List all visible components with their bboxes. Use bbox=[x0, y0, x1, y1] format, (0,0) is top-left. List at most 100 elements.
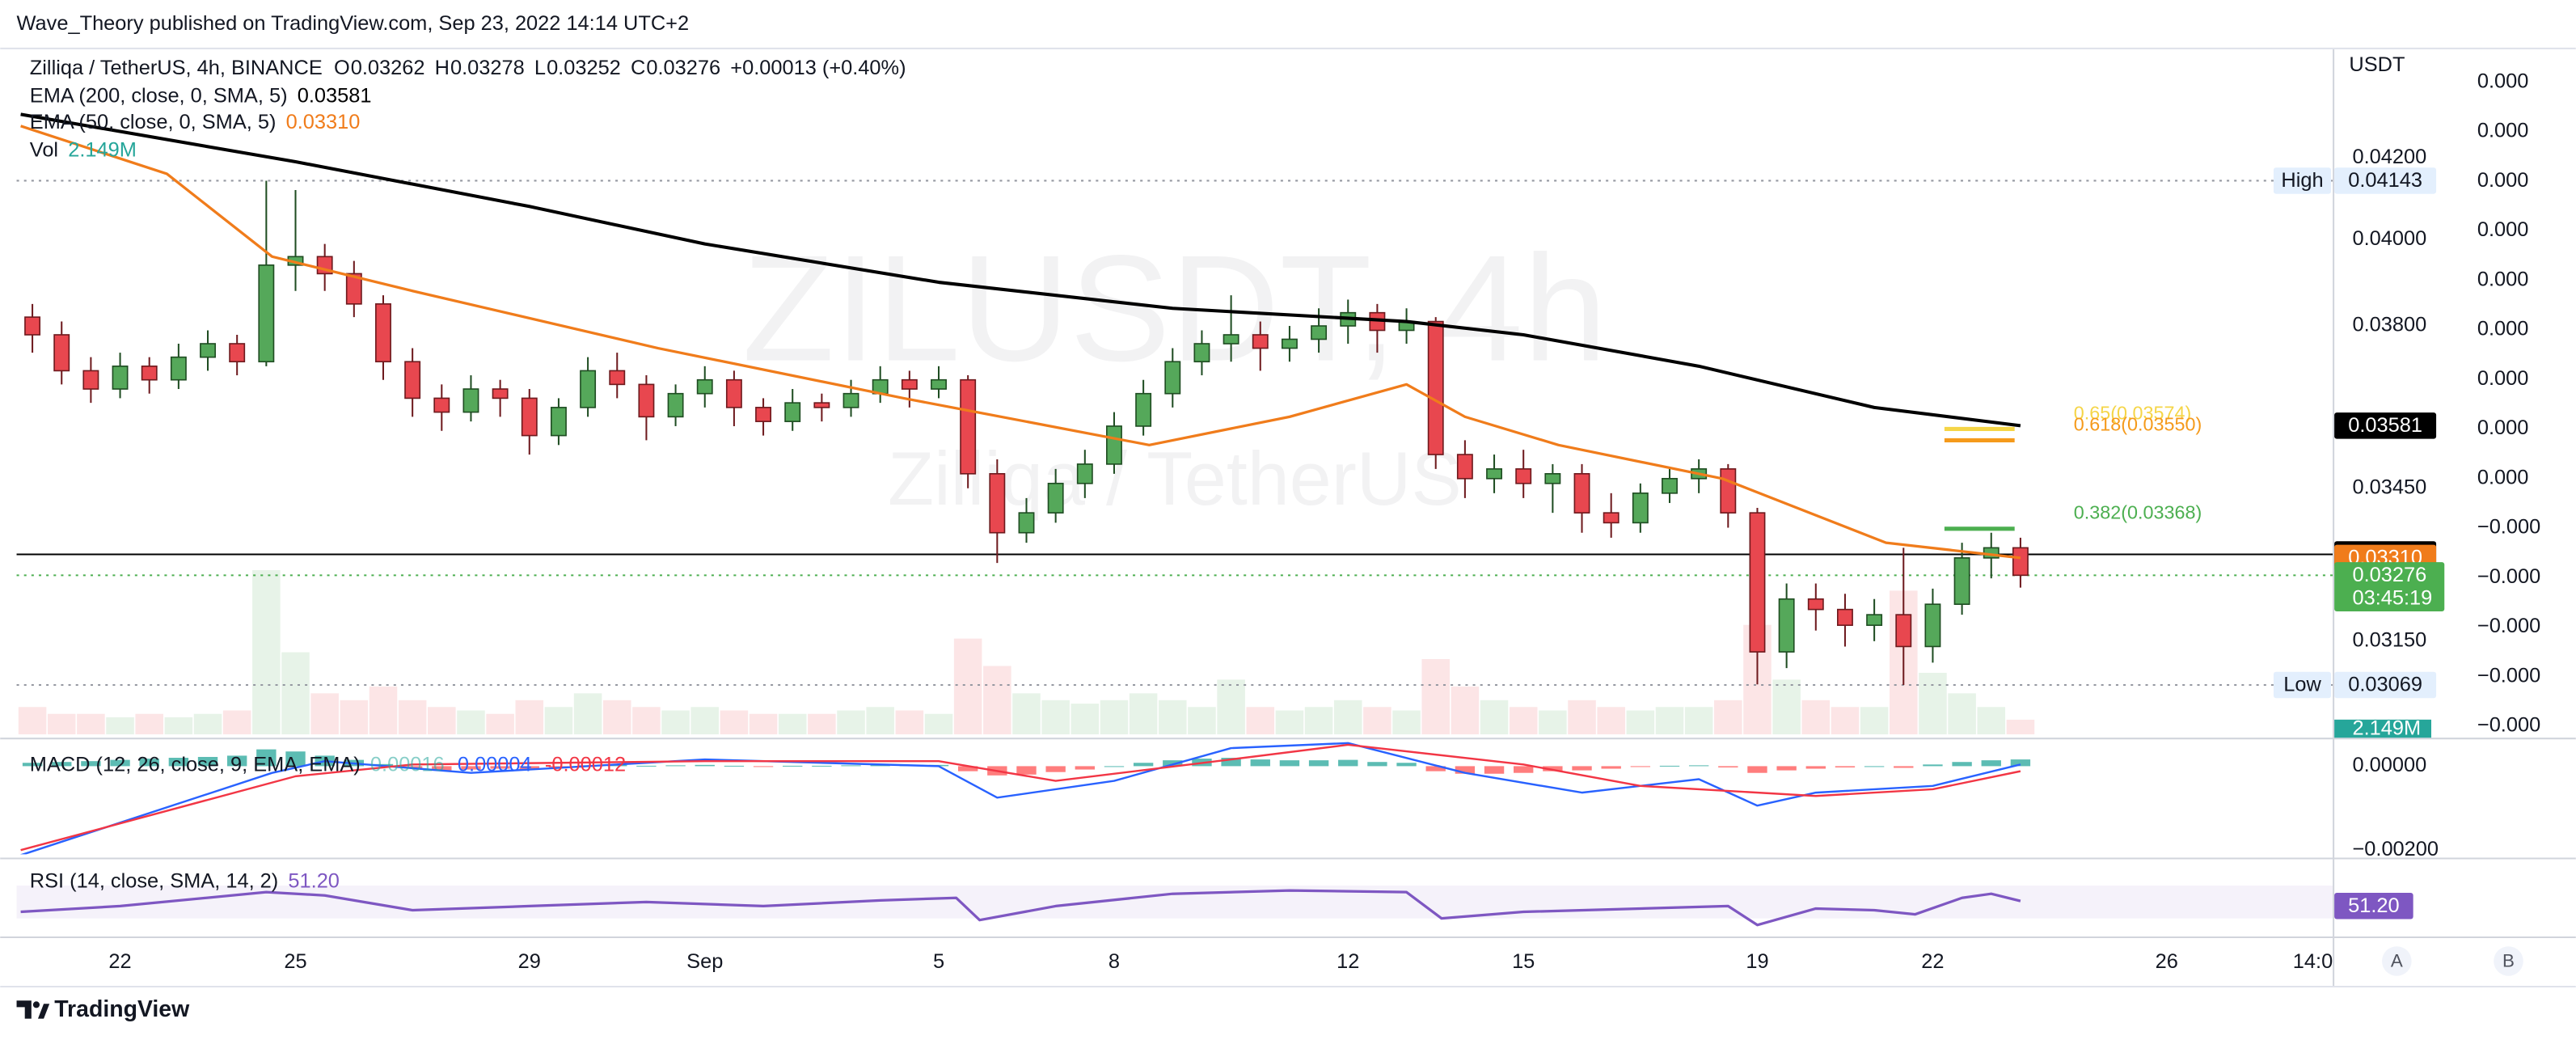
volume-bar bbox=[486, 713, 514, 735]
volume-bar bbox=[1977, 707, 2006, 735]
macd-histogram-bar bbox=[2010, 759, 2031, 767]
volume-bar bbox=[1539, 710, 1567, 735]
macd-histogram-bar bbox=[1601, 766, 1621, 769]
candle-body bbox=[638, 383, 655, 418]
volume-bar bbox=[1655, 707, 1684, 735]
macd-histogram-bar bbox=[226, 755, 247, 767]
secondary-scale-label: 0.000 bbox=[2477, 70, 2529, 92]
volume-bar bbox=[1451, 686, 1480, 735]
macd-histogram-bar bbox=[461, 766, 481, 770]
macd-histogram-bar bbox=[1484, 766, 1505, 774]
macd-histogram-bar bbox=[724, 765, 745, 767]
macd-histogram-bar bbox=[197, 756, 218, 767]
macd-histogram-bar bbox=[957, 766, 978, 772]
volume-bar bbox=[983, 666, 1011, 735]
volume-bar bbox=[340, 700, 369, 735]
volume-bar bbox=[661, 710, 690, 735]
candle-body bbox=[345, 273, 362, 305]
macd-histogram-bar bbox=[139, 759, 159, 767]
y-tick-label: 0.03450 bbox=[2352, 476, 2426, 499]
candle-body bbox=[1837, 608, 1853, 626]
candle-body bbox=[901, 378, 918, 390]
symbol-legend: H bbox=[435, 57, 450, 79]
candle-body bbox=[258, 264, 275, 363]
candle-body bbox=[931, 378, 947, 390]
candle-body bbox=[1544, 473, 1561, 484]
macd-histogram-bar bbox=[81, 761, 101, 767]
volume-bar bbox=[953, 638, 982, 735]
volume-bar bbox=[1041, 700, 1070, 735]
low-name: Low bbox=[2283, 674, 2321, 696]
high-name: High bbox=[2281, 169, 2323, 192]
candle-body bbox=[1749, 512, 1766, 653]
volume-bar bbox=[457, 710, 485, 735]
volume-bar bbox=[720, 710, 749, 735]
candle-body bbox=[404, 361, 421, 400]
volume-bar bbox=[2006, 719, 2035, 735]
scale-button-label[interactable]: A bbox=[2391, 950, 2403, 970]
volume-bar bbox=[749, 713, 778, 735]
macd-histogram-bar bbox=[1455, 766, 1476, 774]
candle-body bbox=[1953, 557, 1970, 605]
rsi-tag bbox=[2334, 892, 2413, 920]
candle-body bbox=[170, 356, 187, 381]
candle-body bbox=[1456, 454, 1473, 480]
scale-button-label[interactable]: B bbox=[2502, 950, 2515, 970]
scale-button[interactable] bbox=[2382, 946, 2412, 976]
symbol-legend: L bbox=[534, 57, 546, 79]
macd-histogram-bar bbox=[1250, 759, 1270, 767]
volume-bar bbox=[924, 713, 953, 735]
secondary-scale-label: 0.000 bbox=[2477, 466, 2529, 488]
candle-body bbox=[1427, 320, 1444, 455]
macd-histogram-bar bbox=[1659, 765, 1680, 767]
macd-histogram-bar bbox=[519, 766, 539, 770]
y-tick-label: 0.03800 bbox=[2352, 314, 2426, 336]
price-tag bbox=[2334, 671, 2437, 699]
volume-bar bbox=[1275, 710, 1304, 735]
volume-bar bbox=[1568, 700, 1596, 735]
ema-50-line bbox=[20, 125, 2021, 560]
publisher: Wave_Theory published on TradingView.com… bbox=[17, 12, 690, 35]
x-tick-label: 12 bbox=[1337, 950, 1359, 973]
macd-histogram-bar bbox=[1543, 766, 1563, 772]
macd-histogram-bar bbox=[1425, 766, 1446, 772]
macd-histogram-bar bbox=[168, 758, 189, 767]
macd-histogram-bar bbox=[665, 765, 686, 767]
x-tick-label: 25 bbox=[284, 950, 306, 973]
volume-bar bbox=[1246, 707, 1275, 735]
symbol-legend: O bbox=[334, 57, 350, 79]
volume-bar bbox=[1188, 707, 1216, 735]
volume-bar bbox=[866, 707, 894, 735]
secondary-scale-label: 0.000 bbox=[2477, 169, 2529, 192]
macd-histogram-bar bbox=[1835, 766, 1856, 767]
volume-bar bbox=[47, 713, 76, 735]
candle-body bbox=[1311, 325, 1328, 340]
symbol-legend: Zilliqa / TetherUS, 4h, BINANCE bbox=[30, 57, 323, 79]
candle-body bbox=[813, 402, 830, 408]
candle-body bbox=[1866, 614, 1883, 626]
symbol-legend: 0.03278 bbox=[450, 57, 525, 79]
volume-bar bbox=[778, 713, 807, 735]
volume-bar bbox=[1801, 700, 1831, 735]
macd-histogram-bar bbox=[1133, 763, 1154, 767]
volume-bar bbox=[1100, 700, 1129, 735]
x-tick-label: 22 bbox=[108, 950, 131, 973]
volume-bar bbox=[895, 710, 924, 735]
secondary-scale-label: 0.000 bbox=[2477, 416, 2529, 439]
volume-bar bbox=[135, 713, 163, 735]
volume-bar bbox=[1012, 693, 1041, 735]
macd-histogram-bar bbox=[1805, 766, 1826, 769]
macd-histogram-bar bbox=[1894, 766, 1914, 768]
volume-legend: Vol bbox=[30, 139, 58, 162]
secondary-scale-label: 0.000 bbox=[2477, 367, 2529, 390]
watermark: Zilliqa / TetherUS bbox=[888, 436, 1462, 521]
scale-button[interactable] bbox=[2494, 946, 2523, 976]
candle-body bbox=[1281, 338, 1298, 349]
candle-body bbox=[2012, 547, 2029, 577]
candle-body bbox=[492, 388, 509, 400]
volume-bar bbox=[1129, 693, 1158, 735]
candle-body bbox=[725, 378, 742, 408]
volume-bar bbox=[1421, 659, 1450, 735]
